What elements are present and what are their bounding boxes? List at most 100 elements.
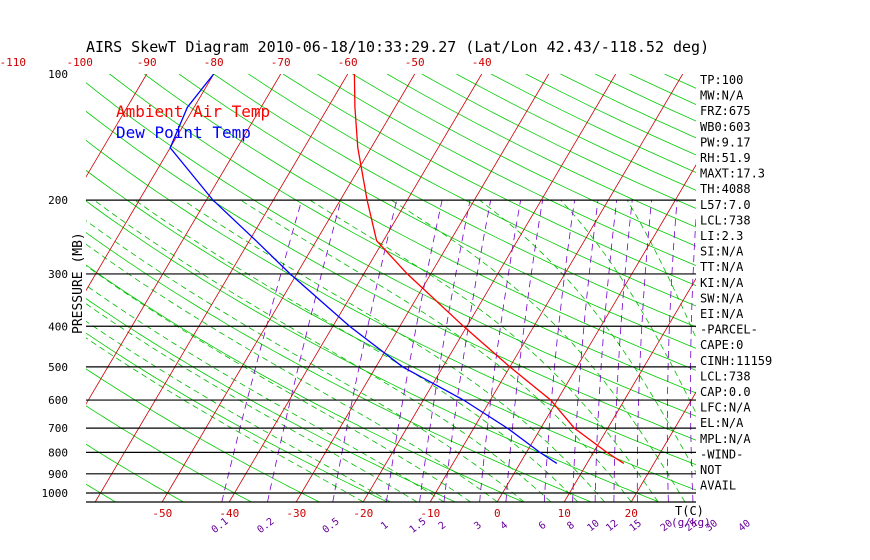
dry-adiabat <box>456 74 696 191</box>
isotherm <box>496 164 696 502</box>
bottom-temp-tick-label: -50 <box>152 507 172 520</box>
isotherm <box>630 391 696 502</box>
stability-index: LI:2.3 <box>700 229 743 243</box>
dry-adiabat <box>86 169 696 491</box>
mixing-ratio-tick-label: 1 <box>379 520 391 532</box>
dry-adiabat <box>317 74 696 267</box>
pressure-tick-labels: 100 200 300 400 500 600 700 800 900 1000 <box>42 68 69 500</box>
pressure-tick-label: 800 <box>48 446 68 459</box>
stability-index: -WIND- <box>700 447 743 461</box>
mixing-ratio-line <box>419 200 471 502</box>
mixing-ratio-line <box>479 200 521 502</box>
pressure-tick-label: 300 <box>48 268 68 281</box>
top-temp-tick-label: -40 <box>472 56 492 69</box>
isotherm <box>563 277 696 502</box>
stability-index: LCL:738 <box>700 369 751 383</box>
stability-index: RH:51.9 <box>700 151 751 165</box>
pressure-tick-label: 1000 <box>42 487 69 500</box>
isotherm <box>765 74 870 502</box>
stability-index: CINH:11159 <box>700 354 772 368</box>
isotherm <box>86 74 148 178</box>
dry-adiabat <box>86 232 592 502</box>
stability-index: LCL:738 <box>700 213 751 227</box>
stability-index: NOT <box>700 463 722 477</box>
mixing-ratio-line <box>543 200 575 502</box>
dry-adiabat <box>490 74 696 173</box>
legend-dewpoint: Dew Point Temp <box>116 123 251 142</box>
stability-index: KI:N/A <box>700 276 744 290</box>
moist-adiabat <box>86 303 418 502</box>
stability-index: TT:N/A <box>700 260 744 274</box>
stability-index: TH:4088 <box>700 182 751 196</box>
moist-adiabat <box>479 199 696 474</box>
bottom-temp-tick-label: -20 <box>353 507 373 520</box>
dry-adiabat <box>86 139 696 466</box>
moist-adiabat <box>391 199 686 502</box>
bottom-temp-tick-label: 10 <box>558 507 571 520</box>
isotherm <box>0 74 13 502</box>
top-temp-tick-label: -70 <box>271 56 291 69</box>
pressure-tick-label: 200 <box>48 194 68 207</box>
top-temp-tick-label: -110 <box>0 56 26 69</box>
moist-adiabat <box>86 320 391 502</box>
top-temp-tick-label: -100 <box>66 56 93 69</box>
mixing-ratio-tick-label: 12 <box>604 518 620 534</box>
mixing-ratio-line <box>386 200 443 502</box>
plot-frame-top <box>86 74 696 75</box>
mixing-ratio-line <box>267 199 342 502</box>
dry-adiabat <box>178 74 696 349</box>
isotherm <box>362 74 617 502</box>
dry-adiabat <box>86 405 252 502</box>
dry-adiabat <box>86 82 696 417</box>
isotherm <box>86 74 282 405</box>
pressure-tick-label: 700 <box>48 422 68 435</box>
pressure-tick-label: 100 <box>48 68 68 81</box>
dry-adiabat <box>352 74 696 247</box>
moist-adiabat <box>93 199 552 502</box>
moist-adiabat <box>86 220 525 502</box>
dry-adiabat <box>86 110 696 441</box>
mixing-ratio-line <box>572 200 599 502</box>
stability-index: TP:100 <box>700 73 743 87</box>
moist-adiabat <box>86 337 364 502</box>
dry-adiabat <box>664 74 696 89</box>
mixing-ratio-line <box>505 200 543 502</box>
legend-temperature: Ambient Air Temp <box>116 102 270 121</box>
moist-adiabat <box>86 265 471 502</box>
moist-adiabat <box>86 243 498 502</box>
dry-adiabat <box>86 368 320 502</box>
top-temp-tick-labels: -120-110-100-90-80-70-60-50-40 <box>0 56 492 69</box>
mixing-ratio-line <box>332 200 398 502</box>
mixing-ratio-tick-label: 0.5 <box>321 516 342 536</box>
stability-index: FRZ:675 <box>700 104 751 118</box>
pressure-tick-label: 600 <box>48 394 68 407</box>
isotherm <box>429 74 684 502</box>
bottom-temp-tick-label: -40 <box>219 507 239 520</box>
dry-adiabat <box>86 483 116 502</box>
isotherm <box>228 74 483 502</box>
stability-index: WB0:603 <box>700 120 751 134</box>
top-temp-tick-label: -90 <box>137 56 157 69</box>
dry-adiabat <box>734 74 870 502</box>
stability-index: CAP:0.0 <box>700 385 751 399</box>
top-temp-tick-label: -50 <box>405 56 425 69</box>
stability-index: L57:7.0 <box>700 198 751 212</box>
top-temp-tick-label: -60 <box>338 56 358 69</box>
bottom-temp-tick-label: -30 <box>286 507 306 520</box>
stability-index: -PARCEL- <box>700 323 758 337</box>
isobars <box>86 199 696 503</box>
pressure-tick-label: 400 <box>48 320 68 333</box>
mixing-ratio-line <box>666 200 678 502</box>
stability-index: PW:9.17 <box>700 135 751 149</box>
y-axis-label: PRESSURE (MB) <box>71 232 86 334</box>
dry-adiabat <box>86 200 660 502</box>
mixing-ratio-line <box>443 200 492 502</box>
moist-adiabats <box>86 199 696 502</box>
mixing-ratio-line <box>613 200 633 502</box>
stability-index: MAXT:17.3 <box>700 167 765 181</box>
moist-adiabat <box>182 199 605 502</box>
chart-title: AIRS SkewT Diagram 2010-06-18/10:33:29.2… <box>86 38 709 56</box>
series-line-temperature <box>353 74 625 464</box>
stability-index: SW:N/A <box>700 291 744 305</box>
